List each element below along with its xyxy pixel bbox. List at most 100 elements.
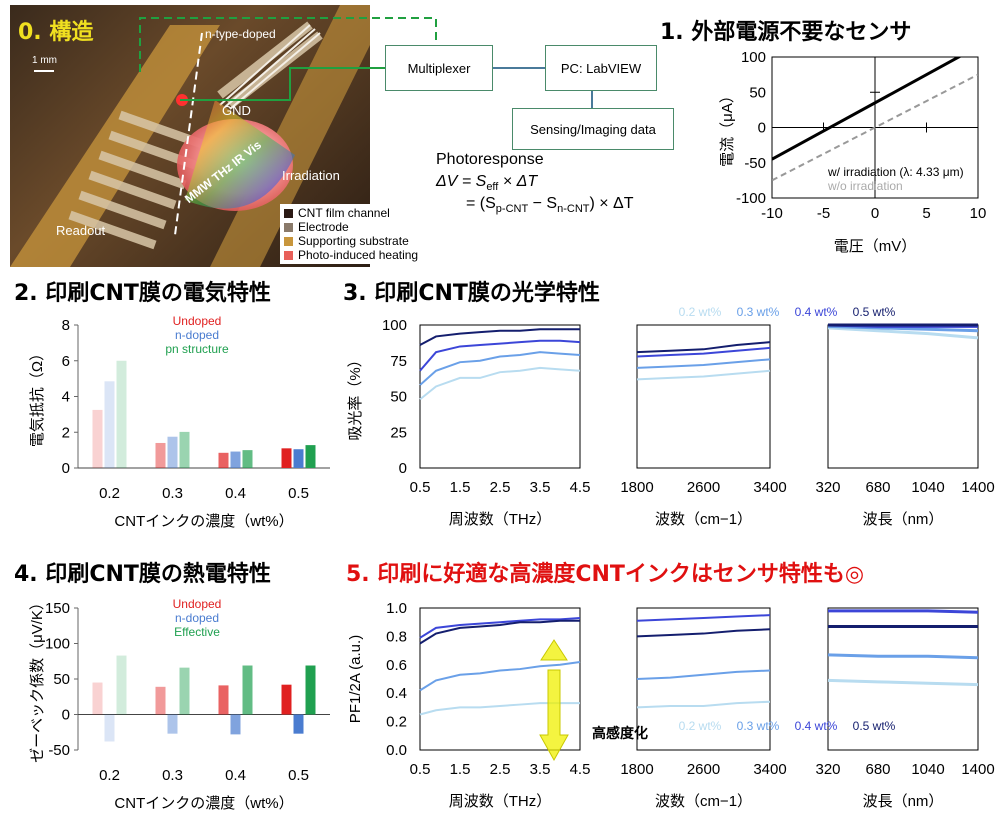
series-legend-label: 0.3 wt% [737, 305, 780, 319]
line-y-tick-label: 1.0 [386, 600, 407, 617]
iv-x-tick-label: 5 [922, 205, 930, 222]
panel-x-tick-label: 680 [865, 761, 890, 778]
legend-label: CNT film channel [298, 206, 390, 220]
section1-title: 1. 外部電源不要なセンサ [660, 20, 912, 45]
bar-y-axis-label: 電気抵抗（Ω） [29, 346, 46, 447]
bar-y-tick-label: 150 [45, 600, 70, 617]
panel-frame [827, 607, 979, 751]
series-line-0.4wt [636, 346, 771, 358]
bar-y-tick-label: -50 [48, 742, 70, 759]
panel-x-tick-label: 1800 [620, 479, 653, 496]
bar-category-label: 0.4 [225, 485, 246, 502]
panel-x-tick-label: 1400 [961, 479, 994, 496]
section4-title: 4. 印刷CNT膜の熱電特性 [14, 562, 271, 587]
panel-x-tick-label: 1040 [911, 479, 944, 496]
panel-x-tick-label: 680 [865, 479, 890, 496]
legend-swatch [284, 208, 293, 218]
series-legend-label: 0.3 wt% [737, 719, 780, 733]
legend-label: Photo-induced heating [298, 248, 419, 262]
iv-y-tick-label: -50 [744, 155, 766, 172]
line-y-tick-label: 0.2 [386, 714, 407, 731]
series-legend-label: 0.5 wt% [853, 305, 896, 319]
bar-category-label: 0.5 [288, 767, 309, 784]
bar-undoped [281, 448, 292, 468]
panel-x-tick-label: 2600 [687, 761, 720, 778]
iv-x-tick-label: 10 [970, 205, 987, 222]
panel-x-tick-label: 1800 [620, 761, 653, 778]
iv-x-tick-label: 0 [871, 205, 879, 222]
scale-bar-label: 1 mm [32, 55, 57, 66]
bar-pn-structure [179, 431, 190, 468]
photoresponse-title: Photoresponse [436, 151, 544, 168]
panel-x-tick-label: 2.5 [490, 761, 511, 778]
bar-n-doped [167, 436, 178, 468]
sensitivity-label: 高感度化 [592, 725, 648, 741]
bar-y-tick-label: 50 [53, 671, 70, 688]
panel-x-tick-label: 4.5 [570, 479, 591, 496]
iv-x-tick-label: -5 [817, 205, 830, 222]
bar-y-tick-label: 0 [62, 460, 70, 477]
panel-x-axis-label: 周波数（THz） [449, 793, 552, 810]
bar-category-label: 0.5 [288, 485, 309, 502]
series-legend-label: 0.4 wt% [795, 305, 838, 319]
bar-legend-label: Undoped [173, 597, 222, 611]
bar-n-doped [293, 449, 304, 468]
series-line-0.4wt [636, 614, 771, 622]
line-y-tick-label: 0.0 [386, 742, 407, 759]
panel-frame [827, 324, 979, 469]
section0-title: 0. 構造 [18, 20, 94, 45]
series-line-0.4wt [419, 339, 581, 372]
legend-item: Electrode [284, 220, 444, 234]
panel-x-tick-label: 1040 [911, 761, 944, 778]
panel-x-tick-label: 0.5 [410, 761, 431, 778]
bar-undoped [155, 686, 166, 715]
series-line-0.4wt [828, 609, 979, 614]
panel-x-tick-label: 2600 [687, 479, 720, 496]
series-line-0.5wt [419, 619, 580, 645]
line-y-axis-label: PF1/2A (a.u.) [347, 635, 364, 723]
bar-pn-structure [305, 445, 316, 468]
structure-legend: CNT film channel Electrode Supporting subs… [280, 204, 448, 264]
panel-x-tick-label: 3.5 [530, 761, 551, 778]
line-y-tick-label: 50 [390, 389, 407, 406]
panel-x-axis-label: 波数（cm−1） [655, 511, 752, 528]
panel-x-tick-label: 3400 [753, 479, 786, 496]
bar-y-tick-label: 6 [62, 353, 70, 370]
gnd-boundary [174, 32, 203, 236]
pc-labview-box: PC: LabVIEW [545, 45, 657, 91]
legend-item: Supporting substrate [284, 234, 444, 248]
line-y-axis-label: 吸光率（%） [347, 352, 364, 440]
panel-x-tick-label: 4.5 [570, 761, 591, 778]
bar-effective [242, 665, 253, 715]
bar-effective [116, 655, 127, 715]
bar-undoped [281, 684, 292, 715]
sensitivity-arrow-head [540, 639, 568, 661]
bar-undoped [92, 682, 103, 715]
bar-category-label: 0.2 [99, 485, 120, 502]
probe-wires [219, 24, 321, 110]
bar-y-tick-label: 8 [62, 317, 70, 334]
series-line-0.4wt [419, 616, 581, 639]
iv-x-tick-label: -10 [761, 205, 783, 222]
iv-y-tick-label: 50 [749, 84, 766, 101]
series-line-0.3wt [419, 351, 581, 386]
iv-legend-label: w/o irradiation [827, 179, 903, 193]
section5-title: 5. 印刷に好適な高濃度CNTインクはセンサ特性も◎ [346, 562, 865, 587]
legend-label: Electrode [298, 220, 349, 234]
bar-y-tick-label: 100 [45, 636, 70, 653]
bar-undoped [218, 452, 229, 468]
bar-n-doped [293, 714, 304, 734]
bar-legend-label: pn structure [165, 342, 229, 356]
legend-swatch [284, 250, 293, 260]
series-line-0.2wt [419, 366, 581, 401]
bar-n-doped [230, 714, 241, 735]
bar-pn-structure [242, 450, 253, 468]
iv-series-line [772, 57, 962, 161]
line-y-tick-label: 0.6 [386, 657, 407, 674]
sensing-data-box: Sensing/Imaging data [512, 108, 674, 150]
line-y-tick-label: 0.8 [386, 628, 407, 645]
panel-x-axis-label: 波数（cm−1） [655, 793, 752, 810]
bar-x-axis-label: CNTインクの濃度（wt%） [114, 795, 293, 812]
iv-y-tick-label: 0 [758, 120, 766, 137]
system-connections [139, 17, 593, 110]
